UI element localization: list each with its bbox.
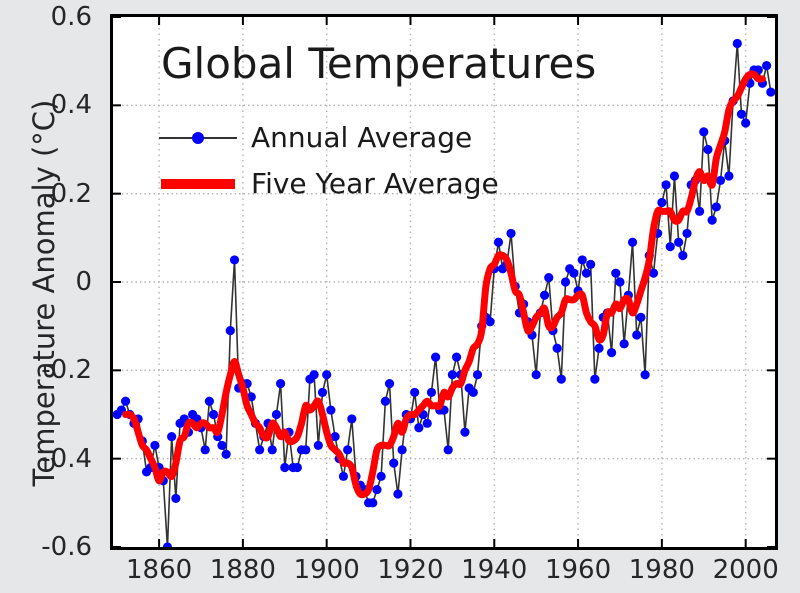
x-tick-label: 1980	[628, 555, 695, 585]
x-tick-label: 1880	[209, 555, 276, 585]
five-year-average-swatch-icon	[159, 174, 237, 194]
y-tick-label: -0.4	[41, 443, 92, 474]
y-tick-label: 0.6	[50, 2, 92, 32]
x-tick-label: 1860	[125, 555, 193, 585]
annual-average-markers	[113, 38, 775, 547]
x-tick-label: 1900	[293, 555, 360, 585]
y-tick-label: 0.4	[50, 90, 92, 121]
chart-title: Global Temperatures	[161, 39, 597, 88]
five-year-average-line	[122, 70, 766, 499]
gridlines	[113, 17, 775, 547]
legend-item-annual-average: Annual Average	[159, 121, 472, 154]
y-tick-label: -0.6	[41, 532, 92, 562]
legend-label-five-year-average: Five Year Average	[251, 167, 499, 200]
plot-area: Global Temperatures Annual Average Five …	[110, 14, 778, 550]
y-tick-label: 0	[75, 267, 92, 297]
chart-canvas	[113, 17, 775, 547]
y-tick-label: 0.2	[50, 178, 92, 209]
x-tick-label: 1940	[461, 555, 528, 585]
x-tick-label: 1960	[544, 555, 612, 585]
y-tick-label: -0.2	[41, 355, 92, 386]
x-tick-label: 2000	[712, 555, 779, 585]
x-tick-label: 1920	[377, 555, 444, 585]
legend-label-annual-average: Annual Average	[251, 121, 473, 154]
legend-item-five-year-average: Five Year Average	[159, 167, 499, 200]
annual-average-line	[116, 43, 772, 547]
annual-average-swatch-icon	[159, 128, 237, 148]
